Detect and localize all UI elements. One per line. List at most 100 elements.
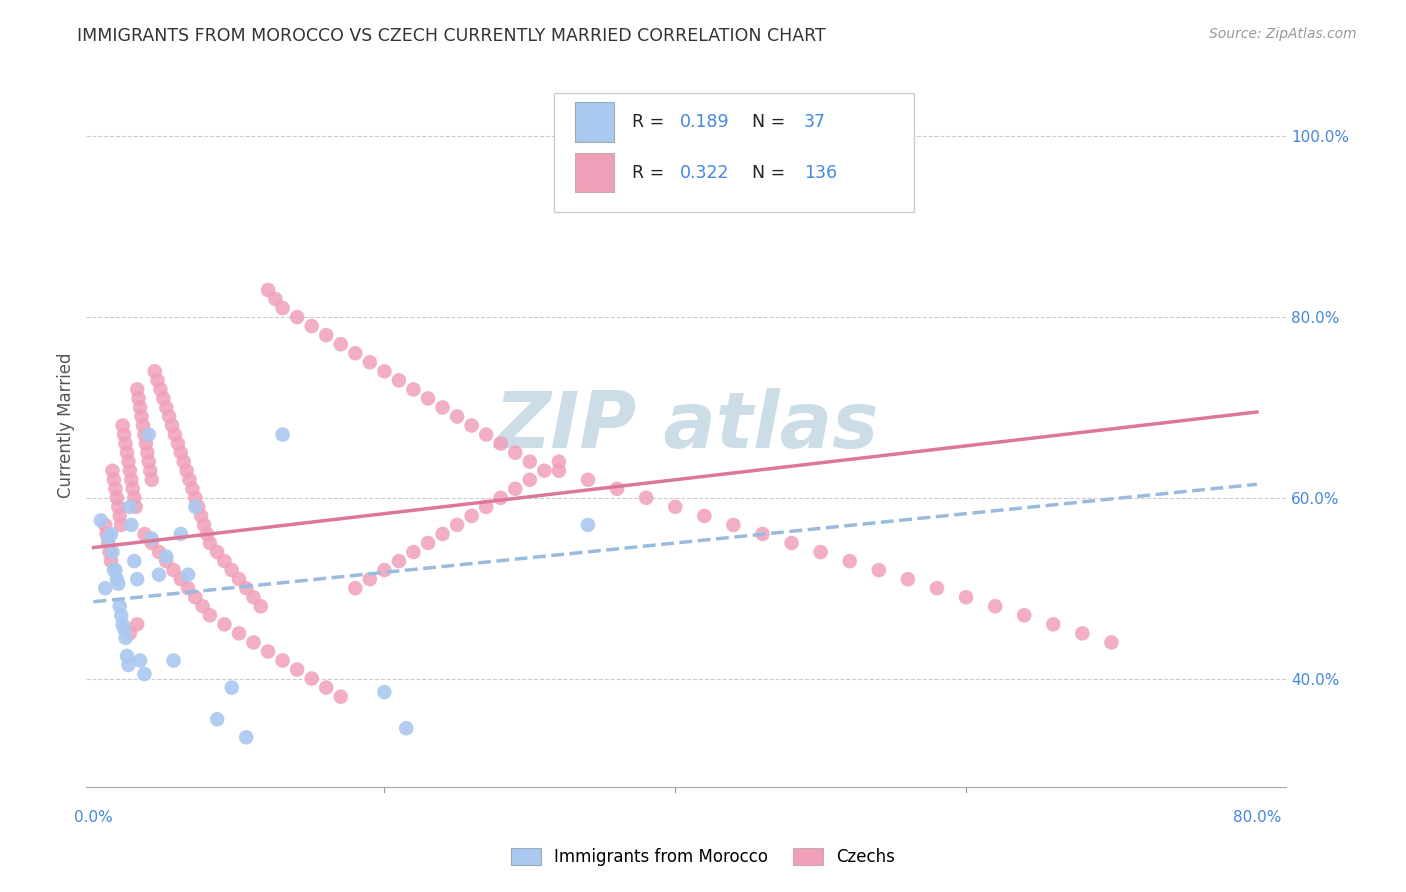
Point (373, 685, 395, 699)
Point (184, 491, 207, 505)
Point (101, 464, 124, 478)
Point (118, 626, 141, 640)
Point (489, 436, 512, 450)
Point (105, 491, 128, 505)
Text: 0.189: 0.189 (681, 113, 730, 131)
Text: 37: 37 (804, 113, 825, 131)
Point (118, 500, 141, 514)
Point (134, 667, 156, 681)
Point (107, 576, 129, 591)
Point (838, 554, 860, 568)
Point (1101, 635, 1123, 649)
Point (181, 482, 204, 496)
Point (402, 383, 425, 397)
Point (242, 591, 264, 605)
Point (214, 554, 236, 568)
Point (475, 500, 498, 514)
Point (105, 572, 128, 586)
Point (198, 536, 221, 550)
Point (104, 482, 127, 496)
Text: Source: ZipAtlas.com: Source: ZipAtlas.com (1209, 27, 1357, 41)
Point (112, 427, 135, 442)
Point (195, 527, 218, 541)
Point (120, 518, 142, 533)
Point (187, 500, 209, 514)
Point (110, 518, 132, 533)
Point (460, 418, 482, 433)
Point (249, 599, 271, 614)
Point (170, 445, 193, 459)
Point (221, 681, 243, 695)
Point (162, 653, 184, 667)
Point (205, 712, 228, 726)
Point (125, 500, 148, 514)
Point (446, 409, 468, 424)
Point (101, 545, 124, 559)
Point (475, 427, 498, 442)
Point (162, 563, 184, 577)
Point (868, 563, 890, 577)
Point (416, 536, 439, 550)
Text: IMMIGRANTS FROM MOROCCO VS CZECH CURRENTLY MARRIED CORRELATION CHART: IMMIGRANTS FROM MOROCCO VS CZECH CURRENT… (77, 27, 827, 45)
Point (127, 617, 149, 632)
Point (519, 473, 541, 487)
Point (143, 364, 166, 378)
Point (257, 283, 280, 297)
Point (271, 653, 294, 667)
Point (198, 608, 221, 623)
Point (193, 518, 215, 533)
Point (301, 319, 323, 334)
Point (503, 482, 526, 496)
Point (1012, 608, 1035, 623)
Bar (575, 153, 614, 193)
Point (110, 608, 132, 623)
Point (636, 491, 658, 505)
Point (115, 648, 138, 663)
Text: 0.322: 0.322 (681, 163, 730, 181)
Point (548, 464, 571, 478)
Point (184, 591, 207, 605)
Point (141, 532, 163, 546)
Point (235, 731, 257, 745)
Point (329, 337, 352, 351)
Point (190, 508, 212, 523)
Point (373, 563, 395, 577)
Point (388, 373, 411, 387)
Point (149, 383, 172, 397)
Point (242, 635, 264, 649)
Point (214, 617, 236, 632)
Point (146, 373, 169, 387)
Point (170, 572, 193, 586)
Point (329, 690, 352, 704)
Point (138, 427, 160, 442)
Point (170, 527, 193, 541)
Point (141, 473, 163, 487)
FancyBboxPatch shape (554, 93, 914, 212)
Point (148, 567, 170, 582)
Point (114, 631, 136, 645)
Point (416, 392, 439, 406)
Point (285, 663, 308, 677)
Point (179, 473, 201, 487)
Point (112, 622, 135, 636)
Point (432, 527, 454, 541)
Point (271, 427, 294, 442)
Point (139, 464, 162, 478)
Point (228, 572, 250, 586)
Point (446, 518, 468, 533)
Point (373, 364, 395, 378)
Point (135, 436, 157, 450)
Point (402, 545, 425, 559)
Point (141, 536, 163, 550)
Point (460, 508, 482, 523)
Point (257, 644, 280, 658)
Point (131, 409, 153, 424)
Point (576, 518, 599, 533)
Point (155, 554, 177, 568)
Point (184, 500, 207, 514)
Point (664, 500, 686, 514)
Point (97, 532, 120, 546)
Point (576, 473, 599, 487)
Text: 80.0%: 80.0% (1233, 810, 1281, 824)
Point (97, 536, 120, 550)
